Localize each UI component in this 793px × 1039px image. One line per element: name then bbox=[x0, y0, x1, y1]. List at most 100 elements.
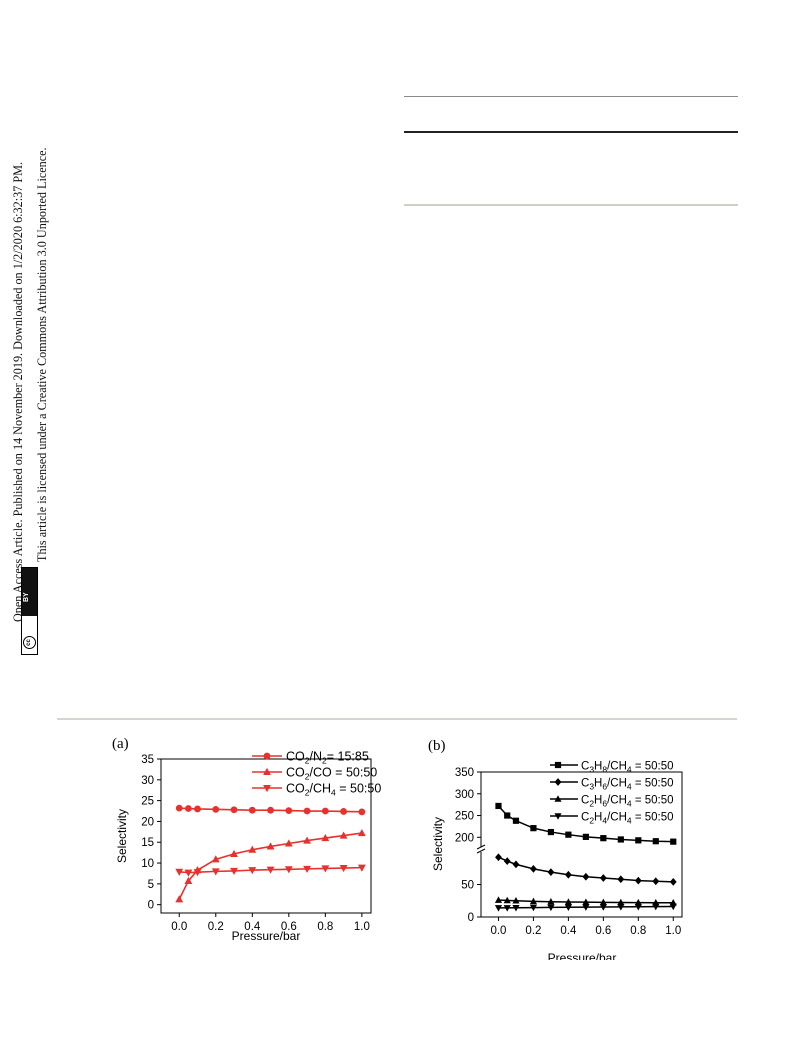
data-point-b-3 bbox=[652, 903, 660, 911]
licence-line: This article is licensed under a Creativ… bbox=[35, 147, 49, 562]
data-point-a-0 bbox=[358, 808, 366, 816]
legend-label-a-2: CO2/CH4 = 50:50 bbox=[286, 782, 381, 798]
data-point-b-1 bbox=[495, 853, 502, 862]
data-point-a-2 bbox=[321, 865, 330, 873]
data-point-b-3 bbox=[503, 905, 511, 912]
y-tick-label-a: 30 bbox=[141, 775, 154, 787]
x-tick-label-a: 0.4 bbox=[244, 921, 261, 933]
legend-marker-a-1 bbox=[263, 767, 271, 776]
data-point-b-2 bbox=[634, 898, 642, 906]
data-point-a-2 bbox=[266, 866, 275, 874]
data-point-b-1 bbox=[634, 876, 642, 885]
data-point-b-2 bbox=[494, 896, 503, 903]
data-point-a-0 bbox=[230, 806, 238, 814]
data-point-a-2 bbox=[230, 867, 238, 876]
panel-label-a: (a) bbox=[112, 736, 129, 752]
y-axis-title-a: Selectivity bbox=[115, 809, 129, 863]
data-point-b-3 bbox=[547, 904, 555, 912]
data-point-b-1 bbox=[669, 878, 677, 886]
y-tick-label-b: 300 bbox=[455, 789, 474, 801]
y-tick-label-a: 0 bbox=[148, 900, 154, 912]
cc-icon: cc bbox=[23, 636, 36, 649]
x-tick-label-b: 0.6 bbox=[595, 925, 611, 937]
data-point-b-0 bbox=[504, 812, 511, 819]
data-point-a-0 bbox=[340, 808, 348, 815]
y-tick-label-b: 250 bbox=[455, 811, 474, 823]
data-point-b-3 bbox=[617, 904, 625, 911]
section-divider bbox=[57, 718, 737, 720]
data-point-a-0 bbox=[194, 805, 201, 813]
data-point-a-0 bbox=[248, 806, 256, 814]
chart-panel-a: (a) 0.0 0.2 0.4 0.6 0.8 1.0 0 5 10 15 20 25 30 35 Pr… bbox=[112, 736, 381, 943]
data-point-a-1 bbox=[303, 836, 311, 844]
x-tick-label-b: 1.0 bbox=[665, 925, 681, 937]
data-point-a-0 bbox=[285, 807, 293, 815]
legend-label-b-0: C3H8/CH4 = 50:50 bbox=[581, 761, 674, 775]
data-point-a-1 bbox=[211, 855, 220, 863]
data-point-a-1 bbox=[321, 834, 330, 842]
legend-label-a-1: CO2/CO = 50:50 bbox=[286, 766, 377, 782]
data-point-b-0 bbox=[652, 838, 659, 845]
data-point-a-0 bbox=[184, 805, 192, 812]
data-point-b-2 bbox=[547, 898, 555, 905]
cc-by-badge[interactable]: BY cc bbox=[21, 567, 38, 655]
legend-marker-a-2 bbox=[263, 784, 271, 793]
axis-break-gap bbox=[478, 847, 484, 852]
data-point-a-0 bbox=[212, 805, 220, 813]
legend-marker-b-1 bbox=[554, 778, 562, 786]
x-tick-label-b: 0.4 bbox=[560, 925, 577, 937]
data-point-a-2 bbox=[357, 864, 366, 872]
x-axis-title-a: Pressure/bar bbox=[232, 929, 301, 943]
data-point-b-0 bbox=[635, 837, 642, 844]
data-point-b-0 bbox=[512, 817, 520, 824]
table-top-rule bbox=[404, 96, 738, 97]
data-point-b-2 bbox=[512, 897, 520, 904]
plot-frame-b bbox=[480, 771, 683, 918]
data-point-b-0 bbox=[530, 825, 537, 832]
legend-label-b-3: C2H4/CH4 = 50:50 bbox=[581, 812, 674, 826]
data-point-b-3 bbox=[669, 903, 677, 911]
data-point-b-1 bbox=[530, 865, 537, 873]
data-point-b-1 bbox=[582, 872, 590, 881]
data-point-b-2 bbox=[617, 898, 625, 906]
data-point-b-1 bbox=[617, 875, 625, 884]
data-point-b-0 bbox=[617, 836, 624, 843]
x-tick-label-a: 0.2 bbox=[208, 921, 224, 933]
data-point-a-1 bbox=[230, 849, 238, 857]
data-point-b-0 bbox=[495, 802, 502, 810]
data-point-b-0 bbox=[547, 828, 555, 836]
x-tick-label-a: 0.8 bbox=[317, 921, 333, 933]
y-tick-label-a: 5 bbox=[148, 879, 154, 891]
y-axis-title-b: Selectivity bbox=[431, 817, 445, 871]
y-tick-label-b: 0 bbox=[468, 912, 474, 924]
y-tick-label-b: 50 bbox=[461, 880, 474, 892]
table-header-rule bbox=[404, 131, 738, 133]
data-point-b-1 bbox=[564, 870, 572, 879]
axis-break-mark bbox=[476, 848, 486, 854]
data-point-b-1 bbox=[599, 874, 607, 882]
x-axis-title-b: Pressure/bar bbox=[548, 951, 617, 960]
y-tick-label-b: 350 bbox=[455, 767, 474, 779]
data-point-a-2 bbox=[193, 869, 202, 877]
data-point-a-0 bbox=[321, 807, 329, 815]
data-point-b-0 bbox=[565, 831, 572, 838]
cc-by-black-block: BY bbox=[22, 568, 37, 616]
data-point-a-1 bbox=[266, 842, 275, 850]
chart-panel-b: (b) 0.0 0.2 0.4 0.6 0.8 1.0 0 50 200 250 300 350 P… bbox=[428, 738, 683, 960]
y-tick-label-a: 35 bbox=[141, 754, 154, 766]
data-point-b-2 bbox=[529, 897, 537, 905]
data-point-b-3 bbox=[634, 903, 642, 911]
data-point-b-1 bbox=[512, 860, 520, 869]
legend-label-b-1: C3H6/CH4 = 50:50 bbox=[581, 778, 674, 792]
data-point-b-3 bbox=[529, 904, 537, 912]
cc-by-text: BY bbox=[23, 592, 30, 602]
data-point-a-2 bbox=[303, 865, 311, 873]
data-point-a-2 bbox=[248, 867, 257, 875]
data-point-a-1 bbox=[357, 829, 366, 837]
axis-break-mark bbox=[476, 844, 486, 850]
y-tick-label-a: 10 bbox=[141, 858, 154, 870]
data-point-b-0 bbox=[600, 835, 607, 842]
data-point-b-0 bbox=[670, 838, 677, 845]
legend-marker-b-3 bbox=[554, 813, 562, 820]
data-point-a-2 bbox=[175, 868, 184, 876]
